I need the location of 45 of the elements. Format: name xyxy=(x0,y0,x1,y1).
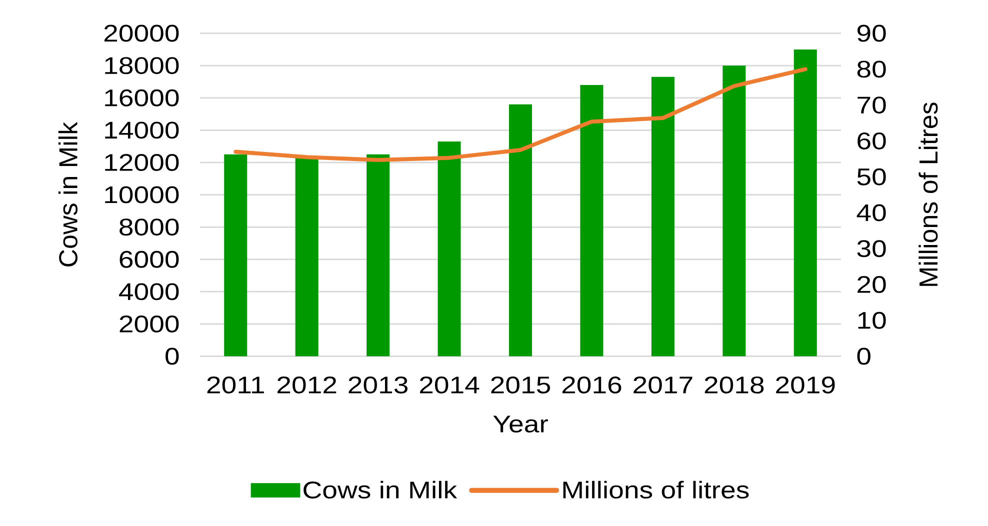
x-tick-label: 2016 xyxy=(562,376,622,394)
x-tick-label: 2012 xyxy=(278,376,336,394)
x-tick-label: 2018 xyxy=(704,376,764,394)
y-tick-label: 14000 xyxy=(105,122,179,139)
x-tick-label: 2013 xyxy=(348,376,408,394)
bar xyxy=(295,156,318,356)
bar xyxy=(366,154,390,356)
y2-tick-label: 0 xyxy=(857,348,870,365)
x-tick-label: 2015 xyxy=(491,376,550,394)
x-axis-title: Year xyxy=(493,416,548,432)
y2-tick-label: 10 xyxy=(858,312,886,329)
y2-tick-label: 30 xyxy=(857,240,886,258)
bar xyxy=(438,141,461,356)
y2-tick-label: 20 xyxy=(858,276,886,294)
y2-tick-label: 80 xyxy=(857,60,886,78)
y2-tick-label: 50 xyxy=(857,168,886,186)
x-tick-label: 2014 xyxy=(420,376,480,394)
y-axis-title: Cows in Milk xyxy=(58,122,78,266)
y2-tick-label: 90 xyxy=(858,24,886,42)
bar xyxy=(651,76,674,356)
x-tick-label: 2019 xyxy=(776,376,835,394)
x-tick-label: 2017 xyxy=(634,376,692,394)
y2-tick-label: 40 xyxy=(856,204,886,222)
y-tick-label: 6000 xyxy=(120,250,179,268)
y-tick-label: 0 xyxy=(166,348,179,365)
y2-tick-label: 70 xyxy=(858,96,886,114)
bar xyxy=(722,66,746,356)
y-tick-label: 12000 xyxy=(105,154,179,171)
y-tick-label: 20000 xyxy=(104,24,179,42)
legend-label: Cows in Milk xyxy=(304,480,458,499)
legend-label: Millions of litres xyxy=(563,480,749,499)
y-tick-label: 8000 xyxy=(120,218,179,236)
x-tick-label: 2011 xyxy=(207,376,264,394)
y-tick-label: 18000 xyxy=(105,57,179,74)
bar xyxy=(509,104,532,356)
y2-tick-label: 60 xyxy=(858,132,886,150)
bar xyxy=(580,84,604,356)
y2-axis-title: Millions of Litres xyxy=(918,102,938,286)
bar xyxy=(794,49,817,356)
y-tick-label: 10000 xyxy=(105,186,179,204)
y-tick-label: 16000 xyxy=(105,89,179,106)
line-series xyxy=(234,67,808,162)
y-tick-label: 4000 xyxy=(119,283,179,300)
bar xyxy=(224,154,248,356)
y-tick-label: 2000 xyxy=(120,316,179,332)
